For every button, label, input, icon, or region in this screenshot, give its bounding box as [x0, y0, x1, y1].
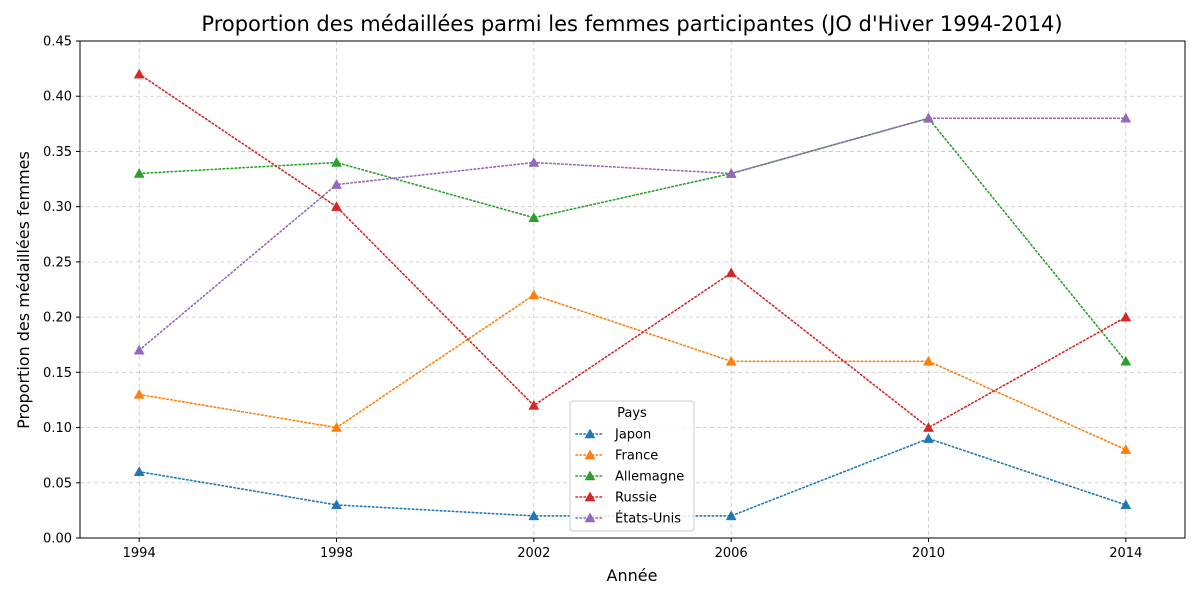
data-point — [1120, 311, 1132, 322]
legend-title: Pays — [617, 406, 647, 421]
y-tick-label: 0.05 — [43, 476, 72, 491]
series-line — [138, 117, 1127, 363]
data-point — [528, 212, 540, 222]
y-tick-label: 0.40 — [43, 90, 72, 105]
y-tick-label: 0.45 — [43, 35, 72, 50]
data-point — [331, 156, 342, 167]
series-1 — [133, 289, 1132, 454]
axis-ticks: 1994 1998 2002 2006 2010 2014 0.00 0.05 0.10 0.15… — [43, 35, 1142, 562]
data-point — [725, 168, 737, 178]
legend-entry: Allemagne — [575, 470, 684, 485]
data-point — [528, 156, 540, 167]
chart-title: Proportion des médaillées parmi les femm… — [201, 12, 1062, 36]
data-point — [331, 422, 342, 432]
data-point — [923, 355, 934, 366]
data-point — [725, 267, 737, 278]
data-point — [725, 355, 737, 366]
series-line — [138, 117, 1127, 352]
data-point — [133, 466, 145, 476]
legend-entry: Japon — [575, 428, 651, 443]
legend-marker — [584, 449, 596, 460]
data-point — [528, 510, 540, 521]
data-point — [133, 68, 145, 79]
data-point — [331, 179, 342, 189]
legend-marker — [584, 470, 596, 481]
y-tick-label: 0.25 — [43, 255, 72, 270]
y-tick-label: 0.00 — [43, 532, 72, 547]
x-tick-label: 2006 — [715, 546, 748, 561]
y-tick-label: 0.30 — [43, 200, 72, 215]
data-point — [528, 289, 540, 300]
x-tick-label: 2010 — [912, 546, 945, 561]
legend-entry: États-Unis — [575, 511, 681, 527]
data-point — [133, 388, 145, 399]
data-point — [528, 399, 540, 410]
y-tick-label: 0.35 — [43, 145, 72, 160]
y-tick-label: 0.10 — [43, 421, 72, 436]
data-point — [725, 510, 737, 521]
legend: Pays Japon France Allemagne Russie États-Uni… — [569, 400, 695, 532]
series-lines — [133, 68, 1132, 521]
legend-label: Japon — [614, 428, 651, 443]
legend-entry: France — [575, 449, 658, 464]
legend-entry: Russie — [575, 491, 657, 506]
legend-label: Russie — [615, 491, 657, 506]
x-tick-label: 2014 — [1109, 546, 1142, 561]
data-point — [133, 344, 145, 355]
series-line — [138, 294, 1127, 451]
data-point — [923, 433, 934, 443]
legend-marker — [584, 491, 596, 502]
data-point — [923, 422, 934, 432]
x-tick-label: 1994 — [123, 546, 156, 561]
data-point — [1120, 444, 1132, 454]
plot-area-frame — [79, 40, 1186, 539]
y-axis-title: Proportion des médaillées femmes — [14, 151, 33, 429]
x-axis-title: Année — [607, 566, 658, 585]
legend-label: France — [615, 449, 658, 464]
data-point — [331, 201, 342, 211]
series-4 — [133, 112, 1132, 355]
data-point — [331, 499, 342, 510]
y-tick-label: 0.15 — [43, 366, 72, 381]
y-tick-label: 0.20 — [43, 311, 72, 326]
data-point — [923, 112, 934, 123]
series-3 — [133, 68, 1132, 432]
legend-marker — [584, 428, 596, 439]
x-tick-label: 1998 — [320, 546, 353, 561]
legend-label: Allemagne — [615, 470, 684, 485]
data-point — [1120, 499, 1132, 510]
data-point — [1120, 112, 1132, 123]
data-point — [133, 168, 145, 178]
series-line — [138, 73, 1127, 429]
legend-label: États-Unis — [615, 511, 681, 527]
x-tick-label: 2002 — [517, 546, 550, 561]
legend-marker — [584, 512, 596, 523]
legend-entries: Japon France Allemagne Russie États-Unis — [575, 428, 684, 527]
data-point — [1120, 355, 1132, 366]
